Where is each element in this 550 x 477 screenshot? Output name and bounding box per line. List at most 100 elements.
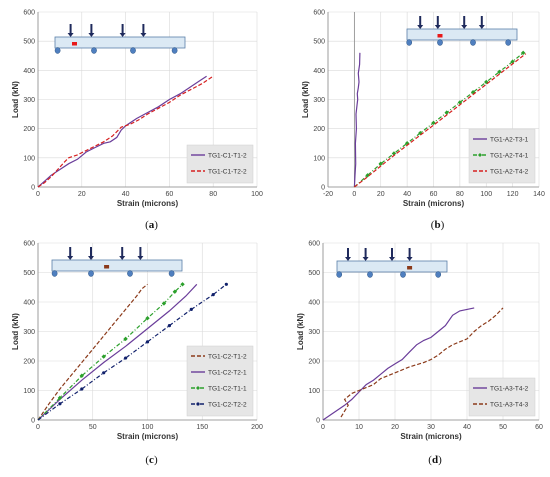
support-roller bbox=[400, 271, 406, 278]
caption-open-paren: ( bbox=[145, 219, 149, 231]
x-tick-label: 100 bbox=[480, 191, 492, 198]
legend-label: TG1-C2-T1-1 bbox=[208, 385, 247, 392]
data-point-TG1-C2-T1-1 bbox=[79, 373, 84, 378]
beam-body bbox=[51, 259, 183, 272]
x-tick-label: 140 bbox=[533, 191, 545, 198]
data-point-TG1-A2-T4-1 bbox=[365, 173, 370, 178]
load-arrow-head bbox=[417, 25, 424, 29]
x-tick-label: 10 bbox=[355, 424, 363, 431]
y-tick-label: 500 bbox=[23, 270, 35, 277]
support-roller bbox=[168, 270, 175, 277]
x-tick-label: 100 bbox=[142, 424, 154, 431]
y-tick-label: 300 bbox=[23, 329, 35, 336]
x-tick-label: 20 bbox=[391, 424, 399, 431]
series-line-TG1-A2-T4-2 bbox=[354, 53, 527, 188]
x-tick-label: 80 bbox=[209, 191, 217, 198]
legend-label: TG1-A3-T4-2 bbox=[490, 385, 529, 392]
beam-body bbox=[54, 36, 186, 49]
data-point-TG1-C2-T2-2 bbox=[102, 371, 106, 375]
y-tick-label: 300 bbox=[23, 97, 35, 104]
x-tick-label: 30 bbox=[427, 424, 435, 431]
legend-label: TG1-C1-T1-2 bbox=[208, 152, 247, 159]
x-tick-label: 0 bbox=[352, 191, 356, 198]
x-tick-label: 0 bbox=[36, 191, 40, 198]
y-tick-label: 500 bbox=[308, 270, 320, 277]
support-roller bbox=[336, 271, 343, 278]
load-arrow-head bbox=[345, 257, 351, 261]
legend-marker bbox=[196, 402, 200, 406]
y-tick-label: 300 bbox=[313, 97, 325, 104]
x-axis-label: Strain (microns) bbox=[403, 199, 465, 208]
legend: TG1-A3-T4-2 TG1-A3-T4-3 bbox=[468, 377, 536, 417]
y-tick-label: 0 bbox=[316, 418, 320, 425]
x-tick-label: 60 bbox=[430, 191, 438, 198]
support-roller bbox=[130, 47, 136, 54]
legend-label: TG1-A2-T4-1 bbox=[490, 152, 529, 159]
series-line-TG1-C1-T1-2 bbox=[37, 75, 207, 188]
y-tick-label: 600 bbox=[23, 241, 35, 248]
y-axis-label: Load (kN) bbox=[296, 313, 305, 350]
y-tick-label: 200 bbox=[308, 359, 320, 366]
data-point-TG1-C2-T1-1 bbox=[57, 395, 63, 401]
support-roller bbox=[88, 270, 94, 277]
load-arrow-head bbox=[137, 256, 144, 260]
caption-open-paren: ( bbox=[431, 219, 435, 231]
y-axis-label: Load (kN) bbox=[11, 81, 20, 118]
y-tick-label: 600 bbox=[23, 10, 35, 17]
y-tick-label: 0 bbox=[321, 185, 325, 192]
y-tick-label: 200 bbox=[23, 126, 35, 133]
load-arrow-head bbox=[478, 25, 485, 29]
caption-letter: b bbox=[434, 219, 440, 231]
data-point-TG1-C2-T2-2 bbox=[145, 340, 150, 344]
x-tick-label: 60 bbox=[166, 191, 174, 198]
load-arrow-head bbox=[88, 256, 94, 260]
data-point-TG1-C2-T1-1 bbox=[123, 336, 128, 342]
data-point-TG1-A2-T4-1 bbox=[444, 110, 449, 115]
support-roller bbox=[470, 39, 476, 46]
panel-caption: (d) bbox=[428, 454, 442, 466]
legend-label: TG1-C2-T2-2 bbox=[208, 401, 247, 408]
support-roller bbox=[505, 39, 512, 46]
panel-caption: (a) bbox=[145, 219, 158, 231]
load-arrow-head bbox=[88, 33, 95, 37]
x-tick-label: 40 bbox=[122, 191, 130, 198]
caption-open-paren: ( bbox=[145, 454, 149, 466]
y-tick-label: 0 bbox=[31, 185, 35, 192]
data-point-TG1-C2-T1-1 bbox=[161, 301, 167, 306]
legend-marker bbox=[478, 153, 482, 157]
series-line-TG1-A2-T4-1 bbox=[354, 52, 524, 188]
data-point-TG1-A2-T4-1 bbox=[497, 69, 502, 74]
support-roller bbox=[171, 47, 178, 54]
x-tick-label: 120 bbox=[507, 191, 519, 198]
x-tick-label: 100 bbox=[251, 191, 263, 198]
caption-close-paren: ) bbox=[154, 454, 158, 466]
support-roller bbox=[435, 271, 442, 278]
legend-label: TG1-C2-T1-2 bbox=[208, 353, 247, 360]
legend-label: TG1-A3-T4-3 bbox=[490, 401, 529, 408]
x-tick-label: 150 bbox=[196, 424, 208, 431]
data-point-TG1-C2-T1-1 bbox=[180, 282, 185, 287]
beam-schematic bbox=[406, 16, 518, 46]
x-tick-label: 20 bbox=[78, 191, 86, 198]
legend: TG1-C2-T1-2 TG1-C2-T2-1 TG1-C2-T1-1 TG1-C2-… bbox=[186, 345, 254, 417]
legend: TG1-C1-T1-2 TG1-C1-T2-2 bbox=[186, 144, 254, 184]
y-tick-label: 400 bbox=[308, 300, 320, 307]
support-roller bbox=[51, 270, 58, 277]
x-axis-label: Strain (microns) bbox=[117, 432, 179, 441]
data-point-TG1-A2-T4-1 bbox=[404, 141, 410, 146]
x-tick-label: 60 bbox=[535, 424, 543, 431]
load-arrow-head bbox=[434, 25, 441, 29]
x-tick-label: 0 bbox=[321, 424, 325, 431]
data-point-TG1-C2-T2-2 bbox=[211, 293, 215, 297]
series-line-TG1-A3-T4-2 bbox=[322, 307, 475, 421]
caption-letter: c bbox=[149, 454, 154, 466]
legend-label: TG1-C1-T2-2 bbox=[208, 168, 247, 175]
y-tick-label: 400 bbox=[313, 68, 325, 75]
support-roller bbox=[406, 39, 413, 46]
load-arrow-head bbox=[119, 33, 126, 37]
support-roller bbox=[91, 47, 97, 54]
support-roller bbox=[367, 271, 373, 278]
strain-gauge-marker bbox=[437, 34, 443, 38]
beam-schematic bbox=[51, 247, 183, 277]
beam-schematic bbox=[54, 24, 186, 54]
